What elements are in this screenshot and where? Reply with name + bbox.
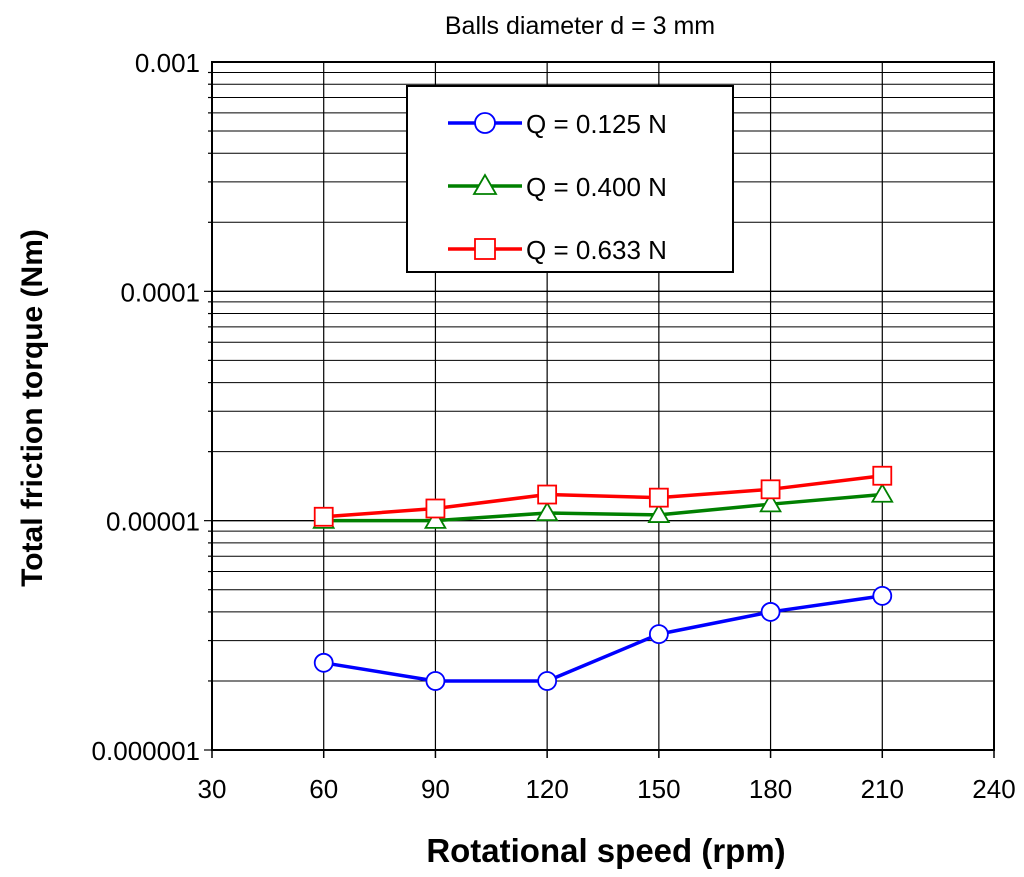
data-point-triangle (870, 482, 894, 503)
series-line (323, 594, 883, 683)
x-axis-label: Rotational speed (rpm) (426, 832, 785, 869)
series-line (323, 492, 883, 523)
data-point-circle (760, 602, 781, 622)
legend-entry: Q = 0.400 N (408, 166, 732, 206)
data-point-triangle (472, 173, 498, 195)
grid-lines (204, 62, 995, 758)
legend-label: Q = 0.400 N (526, 172, 667, 202)
data-point-circle (474, 112, 496, 134)
data-point-square (425, 498, 446, 519)
tick-labels: 30 60 90 120 150 180 210 240 0.000001 0.00001 0.00… (92, 48, 1016, 804)
data-point-square (537, 484, 558, 505)
data-point-triangle (647, 503, 671, 523)
x-tick-label: 120 (525, 774, 568, 804)
legend: Q = 0.125 N Q = 0.400 N Q = 0.633 N (406, 85, 734, 273)
legend-swatch (448, 238, 522, 260)
y-tick-label: 0.001 (135, 48, 200, 78)
data-point-square (474, 238, 496, 260)
series-2 (312, 482, 894, 529)
data-point-circle (537, 671, 558, 691)
data-point-triangle (759, 492, 783, 513)
data-point-square (760, 479, 781, 500)
x-tick-label: 30 (198, 774, 227, 804)
x-tick-label: 210 (861, 774, 904, 804)
plot-frame (211, 61, 995, 751)
y-tick-label: 0.000001 (92, 736, 200, 766)
data-point-square (313, 506, 334, 527)
y-axis-label: Total friction torque (Nm) (16, 229, 49, 587)
y-tick-label: 0.0001 (120, 277, 200, 307)
data-point-circle (872, 585, 893, 606)
x-tick-label: 90 (421, 774, 450, 804)
x-tick-label: 240 (972, 774, 1015, 804)
legend-swatch (448, 112, 522, 134)
data-point-circle (425, 671, 446, 691)
data-point-circle (313, 652, 334, 673)
legend-label: Q = 0.125 N (526, 109, 667, 139)
legend-swatch (448, 173, 522, 195)
legend-entry: Q = 0.633 N (408, 229, 732, 269)
chart-title: Balls diameter d = 3 mm (445, 12, 715, 40)
x-tick-label: 60 (309, 774, 338, 804)
series-line (323, 474, 883, 519)
data-point-square (648, 487, 669, 508)
data-point-square (872, 465, 893, 486)
data-point-circle (648, 624, 669, 645)
data-point-triangle (535, 501, 559, 522)
series-1 (313, 585, 893, 691)
series-3 (313, 465, 893, 527)
y-tick-label: 0.00001 (106, 507, 200, 537)
x-tick-label: 180 (749, 774, 792, 804)
data-point-triangle (423, 508, 447, 529)
series-layer (312, 465, 894, 691)
legend-label: Q = 0.633 N (526, 235, 667, 265)
x-tick-label: 150 (637, 774, 680, 804)
legend-entry: Q = 0.125 N (408, 103, 732, 143)
